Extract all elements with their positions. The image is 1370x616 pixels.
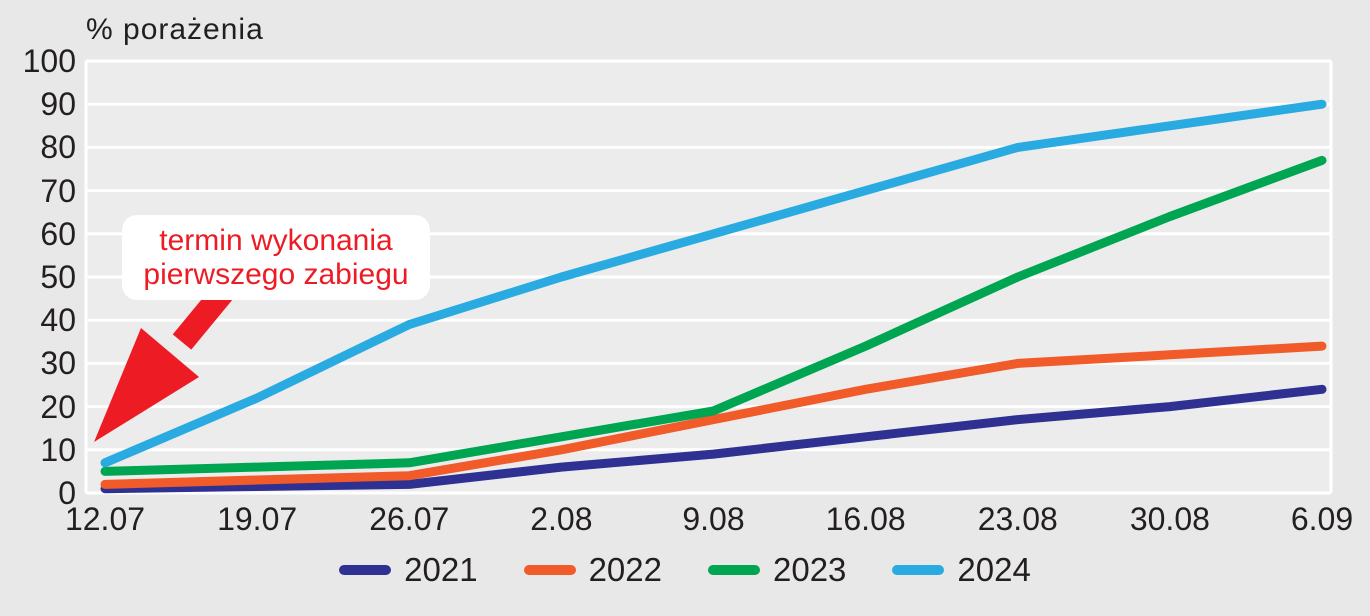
x-tick-label-9.08: 9.08	[682, 501, 745, 537]
legend-label-2024: 2024	[957, 551, 1031, 588]
x-tick-label-30.08: 30.08	[1129, 501, 1210, 537]
series-line-2021	[100, 384, 1327, 494]
legend-label-2022: 2022	[588, 551, 662, 588]
legend-swatch-2023	[708, 565, 760, 575]
x-tick-label-6.09: 6.09	[1290, 501, 1354, 537]
legend-item-2022: 2022	[523, 551, 662, 589]
y-tick-label-100: 100	[22, 43, 76, 79]
legend-swatch-2024	[892, 565, 945, 575]
legend-label-2023: 2023	[773, 551, 847, 588]
legend-item-2021: 2021	[339, 551, 478, 589]
x-tick-label-2.08: 2.08	[530, 501, 593, 537]
annotation-arrow-head	[94, 328, 199, 442]
legend-label-2021: 2021	[404, 551, 478, 588]
y-tick-label-0: 0	[58, 475, 76, 511]
legend-item-2024: 2024	[892, 551, 1031, 589]
legend-item-2023: 2023	[708, 551, 846, 589]
annotation-callout: termin wykonania pierwszego zabiegu	[122, 215, 430, 300]
y-tick-label-20: 20	[40, 388, 76, 425]
y-tick-label-50: 50	[40, 259, 76, 295]
legend-swatch-2021	[339, 565, 392, 575]
x-tick-label-23.08: 23.08	[977, 501, 1058, 537]
x-tick-label-26.07: 26.07	[369, 501, 450, 537]
y-tick-label-90: 90	[40, 86, 76, 123]
y-tick-label-40: 40	[40, 302, 76, 339]
annotation-line-2: pierwszego zabiegu	[143, 257, 409, 291]
series-line-2023	[100, 155, 1327, 476]
x-tick-label-19.07: 19.07	[217, 501, 298, 537]
annotation-line-1: termin wykonania	[159, 223, 393, 257]
x-tick-label-12.07: 12.07	[64, 501, 146, 537]
legend: 2021 2022 2023 2024	[0, 551, 1370, 589]
series-line-2022	[100, 341, 1327, 489]
y-tick-label-70: 70	[40, 172, 76, 209]
chart-title: % porażenia	[86, 13, 264, 46]
y-tick-label-10: 10	[40, 431, 76, 468]
y-tick-label-80: 80	[40, 129, 76, 166]
legend-swatch-2022	[523, 565, 576, 575]
y-tick-label-30: 30	[40, 345, 76, 382]
series-line-2024	[100, 99, 1327, 468]
x-tick-label-16.08: 16.08	[825, 501, 906, 537]
y-tick-label-60: 60	[40, 215, 76, 252]
